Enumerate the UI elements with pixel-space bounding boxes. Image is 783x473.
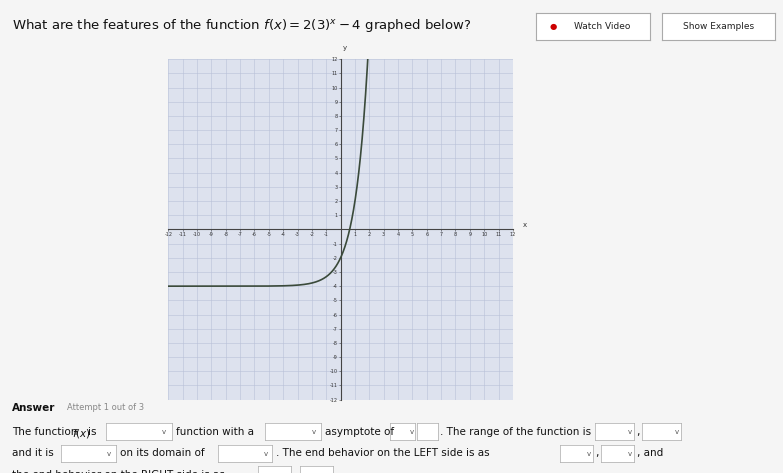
Text: . The end behavior on the LEFT side is as: . The end behavior on the LEFT side is a… (276, 448, 489, 458)
Text: v: v (312, 429, 316, 435)
Text: asymptote of: asymptote of (325, 427, 394, 437)
Text: ,: , (294, 470, 297, 473)
Text: v: v (627, 429, 632, 435)
Text: v: v (628, 451, 633, 457)
Text: ,: , (637, 427, 640, 437)
Text: y: y (343, 44, 347, 51)
Text: v: v (162, 429, 166, 435)
Text: What are the features of the function $f(x) = 2(3)^x - 4$ graphed below?: What are the features of the function $f… (12, 17, 471, 34)
Text: v: v (285, 472, 290, 473)
Text: v: v (674, 429, 679, 435)
Text: Show Examples: Show Examples (683, 22, 754, 31)
Text: v: v (327, 472, 331, 473)
Text: Answer: Answer (12, 403, 55, 413)
Text: x: x (523, 222, 527, 228)
Text: ,: , (595, 448, 598, 458)
Text: ●: ● (550, 22, 557, 31)
Text: is: is (88, 427, 96, 437)
Text: the end behavior on the RIGHT side is as: the end behavior on the RIGHT side is as (12, 470, 225, 473)
Text: . The range of the function is: . The range of the function is (440, 427, 591, 437)
Text: Attempt 1 out of 3: Attempt 1 out of 3 (67, 403, 143, 412)
Text: $f(x)$: $f(x)$ (72, 427, 91, 439)
Text: v: v (107, 451, 111, 457)
Text: , and: , and (637, 448, 663, 458)
Text: v: v (264, 451, 268, 457)
Text: The function: The function (12, 427, 77, 437)
Text: on its domain of: on its domain of (120, 448, 204, 458)
Text: v: v (410, 429, 414, 435)
Text: Watch Video: Watch Video (574, 22, 630, 31)
Text: v: v (586, 451, 591, 457)
Text: and it is: and it is (12, 448, 53, 458)
Text: function with a: function with a (176, 427, 254, 437)
